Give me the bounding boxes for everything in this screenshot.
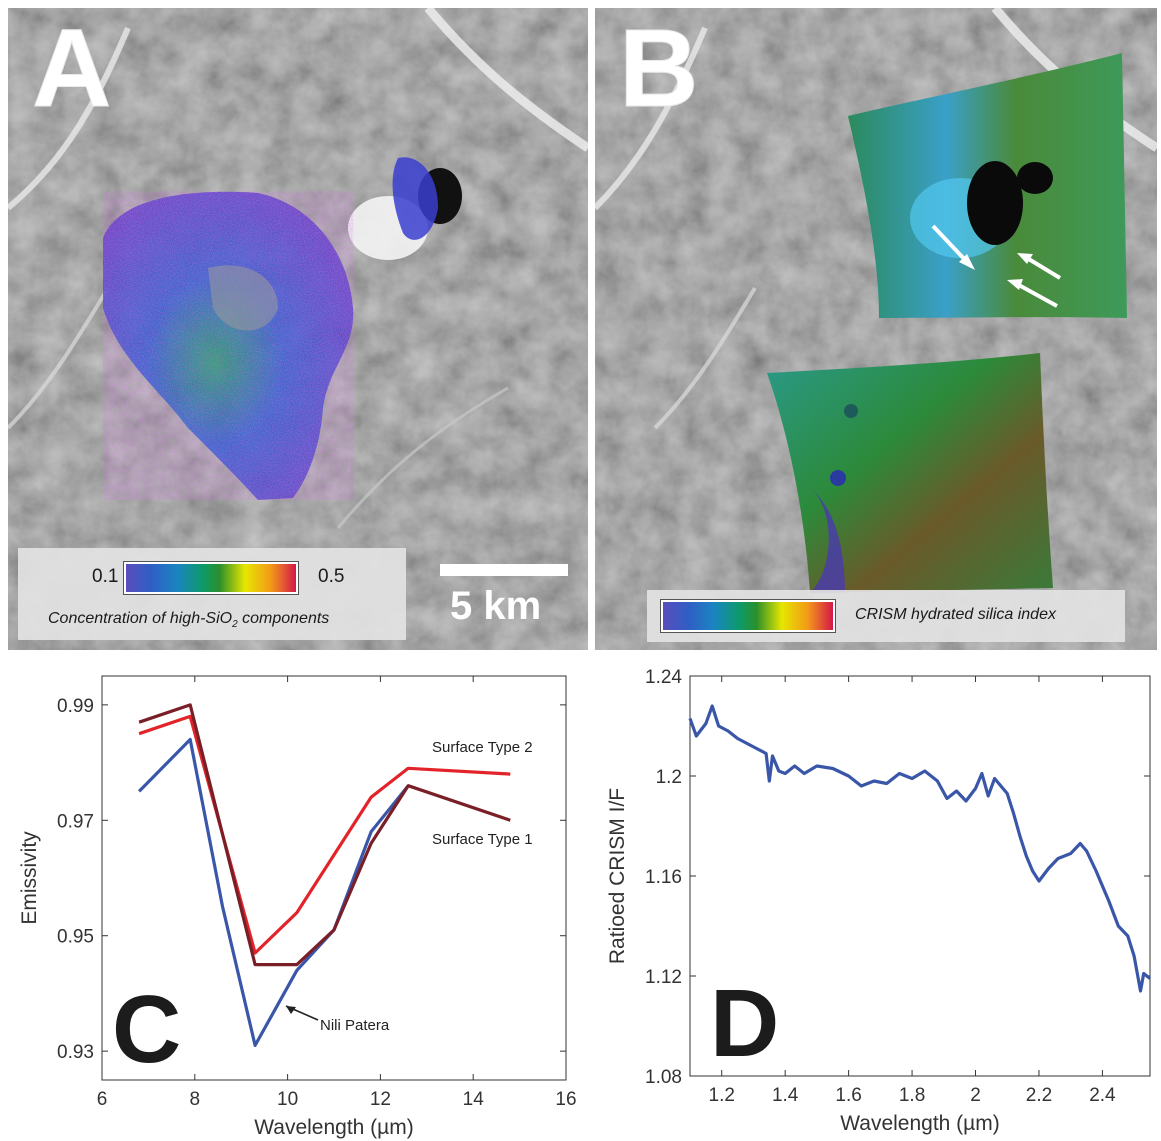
- panel-letter: D: [710, 970, 779, 1077]
- x-tick-label: 1.8: [899, 1085, 925, 1106]
- legend-min-value: 0.1: [92, 566, 119, 587]
- crism-ratio-series: [688, 704, 1151, 993]
- panel-d-chart: 1.2 1.4 1.6 1.8 2 2.2 2.4 1.08 1.12 1.16 1.2 1.24 Wa…: [580, 660, 1161, 1141]
- y-tick-label: 1.2: [656, 767, 682, 788]
- panel-a-legend: 0.1 0.5 Concentration of high-SiO2 compo…: [18, 548, 406, 640]
- x-tick-label: 2: [970, 1085, 981, 1106]
- y-tick-label: 0.93: [57, 1042, 94, 1063]
- panel-b-image: B CRISM hydrated silica index: [595, 8, 1157, 650]
- panel-b-terrain: B: [595, 8, 1157, 650]
- panel-letter: C: [112, 976, 181, 1083]
- y-tick-label: 0.97: [57, 811, 94, 832]
- crism-ratio-axes: 1.2 1.4 1.6 1.8 2 2.2 2.4 1.08 1.12 1.16 1.2 1.24 Wa…: [606, 667, 1151, 1135]
- x-tick-label: 1.2: [709, 1085, 735, 1106]
- panel-a-terrain: A: [8, 8, 588, 650]
- panel-b-legend: CRISM hydrated silica index: [647, 590, 1125, 642]
- y-tick-label: 1.08: [645, 1067, 682, 1088]
- panel-a-letter: A: [32, 8, 111, 130]
- emissivity-series: [137, 703, 511, 1047]
- emissivity-annotations: Surface Type 2 Surface Type 1 Nili Patera: [285, 739, 533, 1034]
- legend-max-value: 0.5: [318, 566, 345, 587]
- x-tick-label: 10: [277, 1089, 298, 1110]
- x-tick-label: 2.2: [1026, 1085, 1052, 1106]
- annotation-nili-patera: Nili Patera: [320, 1017, 390, 1034]
- series-line-surface-type-2: [138, 714, 511, 955]
- y-axis-title: Emissivity: [18, 831, 41, 925]
- x-tick-label: 1.4: [772, 1085, 799, 1106]
- legend-caption-subscript: 2: [232, 619, 238, 631]
- panel-a-image: A 0.1 0.5 Concentration of high-SiO2 com…: [8, 8, 588, 650]
- y-tick-label: 0.95: [57, 927, 94, 948]
- emissivity-chart: 6 8 10 12 14 16 0.93 0.95 0.97 0.99 Wavelength (µm…: [18, 675, 577, 1139]
- annotation-surface-type-1: Surface Type 1: [432, 831, 533, 848]
- crism-ratio-chart: 1.2 1.4 1.6 1.8 2 2.2 2.4 1.08 1.12 1.16 1.2 1.24 Wa…: [606, 667, 1151, 1135]
- legend-caption-end: components: [237, 610, 330, 627]
- x-tick-label: 12: [370, 1089, 391, 1110]
- scale-bar-label: 5 km: [450, 584, 542, 628]
- x-axis-title: Wavelength (µm): [840, 1112, 1000, 1135]
- panel-b-legend-caption: CRISM hydrated silica index: [855, 606, 1056, 623]
- legend-caption-main: Concentration of high-SiO: [48, 610, 233, 627]
- panel-b-letter: B: [619, 8, 698, 130]
- y-tick-label: 0.99: [57, 696, 94, 717]
- crism-strip-top: [848, 53, 1127, 318]
- x-tick-label: 2.4: [1089, 1085, 1116, 1106]
- series-line-nili-patera: [137, 737, 410, 1047]
- x-tick-label: 16: [555, 1089, 576, 1110]
- x-axis-title: Wavelength (µm): [254, 1116, 414, 1139]
- legend-caption: Concentration of high-SiO2 components: [48, 610, 329, 630]
- silica-flow-map: [103, 157, 438, 500]
- silica-colorbar: [124, 562, 298, 594]
- x-tick-label: 14: [463, 1089, 485, 1110]
- plot-frame: [101, 675, 567, 1081]
- x-tick-label: 6: [97, 1089, 108, 1110]
- annotation-arrowhead: [286, 1006, 296, 1014]
- x-tick-label: 8: [190, 1089, 201, 1110]
- y-tick-label: 1.16: [645, 867, 682, 888]
- panel-c-chart: 6 8 10 12 14 16 0.93 0.95 0.97 0.99 Wavelength (µm…: [0, 660, 580, 1141]
- emissivity-axes: 6 8 10 12 14 16 0.93 0.95 0.97 0.99 Wavelength (µm…: [18, 675, 577, 1139]
- hydrated-silica-colorbar: [661, 600, 835, 632]
- series-line-surface-type-1: [138, 703, 511, 967]
- x-tick-label: 1.6: [835, 1085, 861, 1106]
- series-line-0: [688, 704, 1151, 993]
- crism-strip-bottom: [767, 353, 1053, 593]
- annotation-surface-type-2: Surface Type 2: [432, 739, 533, 756]
- y-tick-label: 1.24: [645, 667, 682, 688]
- scale-bar: [440, 564, 568, 576]
- y-tick-label: 1.12: [645, 967, 682, 988]
- y-axis-title: Ratioed CRISM I/F: [606, 788, 629, 964]
